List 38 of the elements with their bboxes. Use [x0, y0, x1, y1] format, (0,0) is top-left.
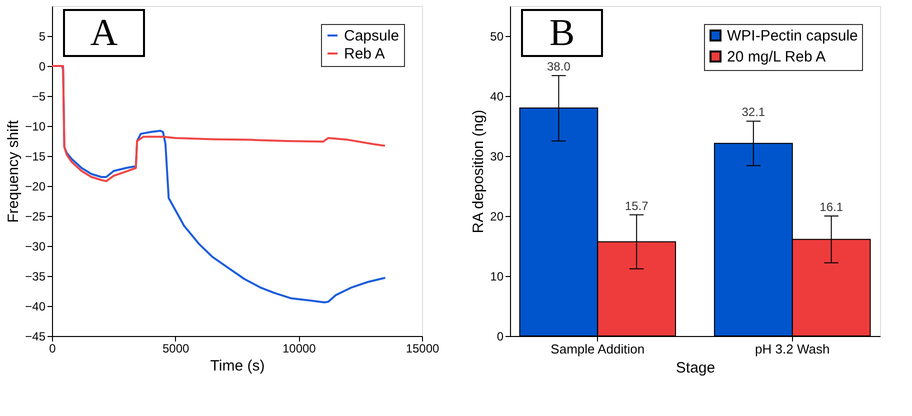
y-tick-label: −5 [32, 90, 46, 104]
data-label: 32.1 [742, 105, 766, 120]
y-tick-label: 40 [490, 90, 504, 104]
x-tick-label: 5000 [162, 342, 190, 356]
x-axis-title: Stage [676, 360, 716, 376]
y-tick-label: 0 [496, 330, 504, 344]
y-axis-title: Frequency shift [5, 119, 22, 223]
y-axis-title: RA deposition (ng) [470, 110, 488, 234]
x-axis-title: Time (s) [210, 358, 265, 374]
y-tick-label: −25 [25, 210, 46, 224]
y-tick-label: −40 [25, 300, 46, 314]
y-tick-label: −30 [25, 240, 46, 254]
y-tick-label: 20 [490, 210, 504, 224]
x-tick-label: pH 3.2 Wash [755, 342, 830, 356]
x-tick-label: 0 [49, 342, 56, 356]
x-tick-label: 10000 [282, 342, 316, 356]
y-tick-label: −10 [25, 120, 46, 134]
annotation: A [90, 12, 118, 54]
y-tick-label: 5 [38, 30, 46, 44]
legend-label: Reb A [344, 46, 385, 62]
y-tick-label: 50 [490, 30, 504, 44]
legend-label: WPI-Pectin capsule [727, 28, 858, 44]
data-label: 16.1 [820, 200, 844, 214]
x-tick-label: Sample Addition [550, 342, 645, 356]
annotation: B [549, 12, 575, 54]
x-tick-label: 15000 [406, 342, 440, 356]
line-series [51, 65, 386, 182]
y-tick-label: −20 [25, 180, 46, 194]
y-tick-label: 30 [490, 150, 504, 164]
y-tick-label: 10 [490, 270, 504, 284]
y-tick-label: −15 [25, 150, 46, 164]
data-label: 38.0 [547, 60, 571, 74]
legend-label: 20 mg/L Reb A [727, 48, 826, 66]
data-label: 15.7 [624, 198, 649, 213]
y-tick-label: −35 [25, 270, 46, 284]
y-tick-label: 0 [38, 60, 46, 74]
y-tick-label: −45 [25, 330, 46, 344]
legend-label: Capsule [344, 28, 400, 44]
